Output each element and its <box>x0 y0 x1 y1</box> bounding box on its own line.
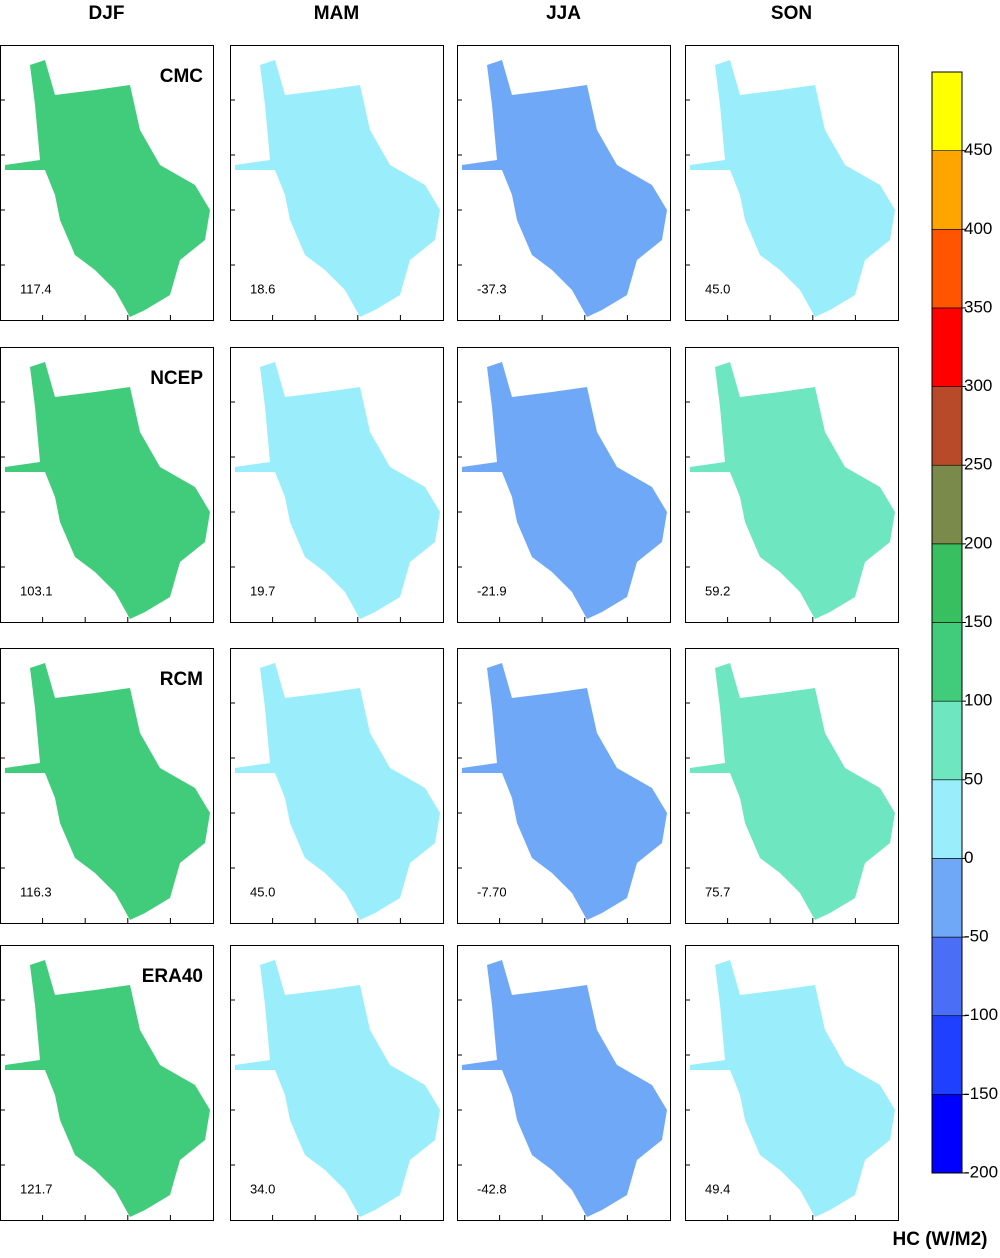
column-header: SON <box>771 3 812 24</box>
colorbar-label: HC (W/M2) <box>893 1229 988 1250</box>
basin-region <box>235 960 440 1217</box>
map-panel: 103.1 NCEP <box>0 347 214 623</box>
colorbar-bin <box>931 779 963 859</box>
map-panel: 19.7 <box>230 347 444 623</box>
panel-mean: 59.2 <box>705 583 730 598</box>
colorbar-bin <box>931 386 963 466</box>
basin-region <box>462 960 667 1217</box>
map-panel: -7.70 <box>457 648 671 924</box>
row-label: RCM <box>160 669 203 690</box>
colorbar-tick-label: 50 <box>964 769 983 788</box>
panel-mean: 49.4 <box>705 1181 730 1196</box>
panel-mean: 116.3 <box>20 884 52 899</box>
basin-region <box>5 663 210 920</box>
colorbar-bin <box>931 71 963 151</box>
basin-region <box>235 362 440 619</box>
row-label: CMC <box>160 66 204 87</box>
colorbar-bin <box>931 464 963 545</box>
panel-mean: 121.7 <box>20 1181 53 1196</box>
colorbar-bin <box>931 1094 963 1174</box>
colorbar-bin <box>931 228 963 309</box>
colorbar-tick-label: -150 <box>964 1084 998 1103</box>
row-label: NCEP <box>150 368 203 389</box>
map-panel: 75.7 <box>685 648 899 924</box>
panel-mean: -42.8 <box>477 1181 507 1196</box>
map-panel: 59.2 <box>685 347 899 623</box>
colorbar-tick-label: -50 <box>964 927 989 946</box>
map-panel: -37.3 <box>457 45 671 321</box>
basin-region <box>462 362 667 619</box>
colorbar-tick-label: 250 <box>964 455 992 474</box>
colorbar-tick-label: 450 <box>964 140 992 159</box>
colorbar-bin <box>931 150 963 230</box>
basin-region <box>690 960 895 1217</box>
map-panel: 45.0 <box>685 45 899 321</box>
colorbar-bin <box>931 858 963 938</box>
basin-region <box>690 362 895 619</box>
colorbar-tick-label: 0 <box>964 848 973 867</box>
panel-mean: 34.0 <box>250 1181 275 1196</box>
basin-region <box>690 60 895 317</box>
colorbar-tick-label: 350 <box>964 297 992 316</box>
panel-mean: -21.9 <box>477 583 507 598</box>
panel-mean: 19.7 <box>250 583 275 598</box>
panel-mean: 45.0 <box>250 884 275 899</box>
map-panel: 116.3 RCM <box>0 648 214 924</box>
panel-mean: 103.1 <box>20 583 53 598</box>
basin-region <box>235 60 440 317</box>
map-panel: 117.4 CMC <box>0 45 214 321</box>
panel-mean: 18.6 <box>250 281 275 296</box>
colorbar-tick-label: 300 <box>964 376 992 395</box>
map-panel: 121.7 ERA40 <box>0 945 214 1221</box>
colorbar-tick-label: 200 <box>964 533 992 552</box>
row-label: ERA40 <box>142 966 203 987</box>
colorbar-tick-label: -100 <box>964 1005 998 1024</box>
colorbar-bin <box>931 936 963 1017</box>
basin-region <box>690 663 895 920</box>
basin-region <box>462 60 667 317</box>
map-panel: 45.0 <box>230 648 444 924</box>
column-header: MAM <box>314 3 359 24</box>
colorbar-tick-label: -200 <box>964 1162 998 1181</box>
map-panel: -42.8 <box>457 945 671 1221</box>
colorbar-bin <box>931 700 963 781</box>
panel-mean: 45.0 <box>705 281 730 296</box>
basin-region <box>462 663 667 920</box>
colorbar-tick-label: 400 <box>964 219 992 238</box>
colorbar-tick-label: 150 <box>964 612 992 631</box>
column-header: DJF <box>89 3 125 24</box>
colorbar-bin <box>931 307 963 387</box>
colorbar-bin <box>931 543 963 623</box>
column-header: JJA <box>546 3 581 24</box>
panel-mean: -7.70 <box>477 884 507 899</box>
panel-mean: -37.3 <box>477 281 507 296</box>
colorbar-bin <box>931 622 963 702</box>
basin-region <box>235 663 440 920</box>
colorbar-bin <box>931 1015 963 1095</box>
basin-region <box>5 362 210 619</box>
colorbar-tick-label: 100 <box>964 691 992 710</box>
panel-mean: 75.7 <box>705 884 730 899</box>
basin-region <box>5 960 210 1217</box>
map-panel: 34.0 <box>230 945 444 1221</box>
map-panel: 49.4 <box>685 945 899 1221</box>
panel-mean: 117.4 <box>20 281 52 296</box>
basin-region <box>5 60 210 317</box>
map-panel: 18.6 <box>230 45 444 321</box>
map-panel: -21.9 <box>457 347 671 623</box>
